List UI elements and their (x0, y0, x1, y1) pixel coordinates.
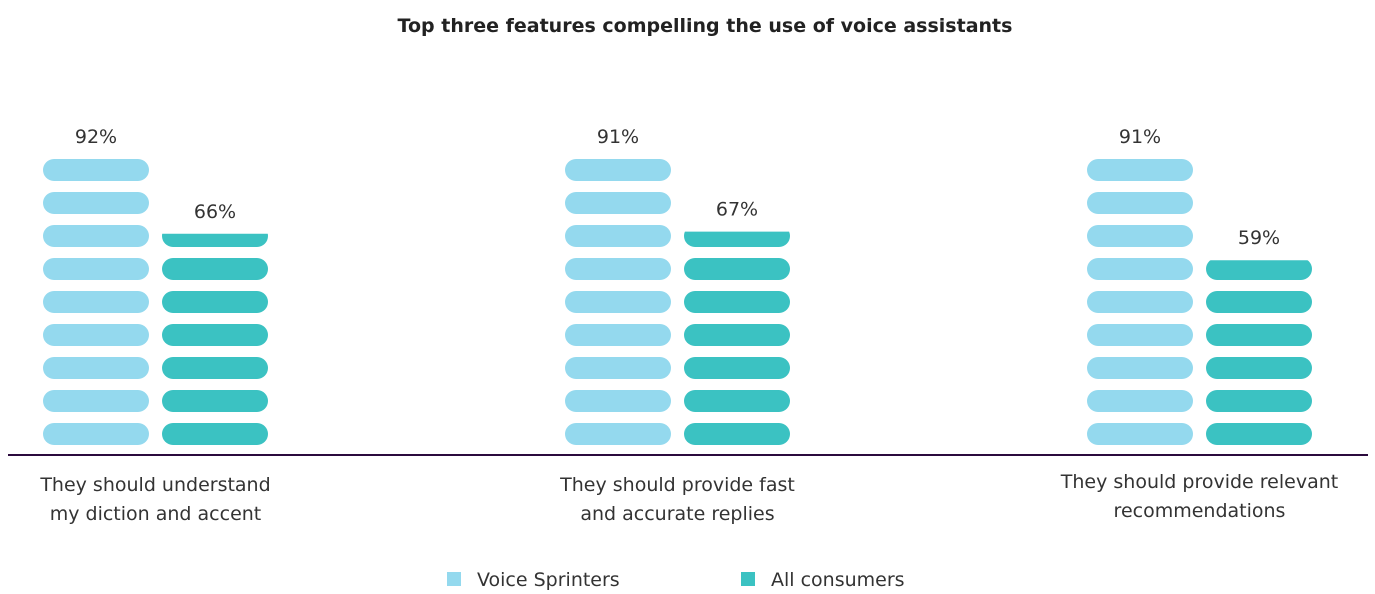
bar-all-consumers-3 (1206, 260, 1312, 445)
data-label: 67% (716, 199, 758, 221)
bar-segment (162, 233, 268, 247)
bar-segment (684, 231, 790, 247)
bar-segment (1087, 390, 1193, 412)
bar-segment (684, 423, 790, 445)
bar-segment (43, 390, 149, 412)
bars-layer (43, 159, 1312, 445)
bar-segment (43, 192, 149, 214)
bar-segment (684, 324, 790, 346)
bar-segment (684, 258, 790, 280)
bar-segment (43, 258, 149, 280)
bar-segment (684, 357, 790, 379)
bar-segment (43, 225, 149, 247)
bar-segment (1087, 192, 1193, 214)
bar-segment (565, 324, 671, 346)
category-label: They should understand my diction and acc… (39, 474, 270, 525)
bar-segment (1206, 324, 1312, 346)
bar-segment (43, 324, 149, 346)
bar-segment (43, 291, 149, 313)
data-label: 91% (597, 126, 639, 148)
bar-segment (43, 159, 149, 181)
bar-segment (162, 423, 268, 445)
bar-segment (684, 291, 790, 313)
chart-title: Top three features compelling the use of… (398, 15, 1013, 37)
bar-segment (565, 159, 671, 181)
data-label: 91% (1119, 126, 1161, 148)
bar-segment (162, 390, 268, 412)
bar-segment (1206, 291, 1312, 313)
legend-swatch (741, 572, 755, 586)
bar-segment (565, 291, 671, 313)
bar-segment (162, 357, 268, 379)
bar-segment (1087, 357, 1193, 379)
category-label: They should provide relevant recommendati… (1060, 471, 1338, 522)
bar-segment (162, 291, 268, 313)
data-label: 66% (194, 201, 236, 223)
bar-segment (43, 423, 149, 445)
category-label: They should provide fast and accurate rep… (559, 474, 795, 525)
bar-segment (684, 390, 790, 412)
bar-segment (1087, 225, 1193, 247)
legend-label: Voice Sprinters (477, 569, 620, 591)
bar-segment (1206, 390, 1312, 412)
bar-segment (1206, 260, 1312, 280)
bar-segment (1087, 324, 1193, 346)
legend-item: Voice Sprinters (447, 569, 620, 591)
legend-label: All consumers (771, 569, 905, 591)
legend-item: All consumers (741, 569, 905, 591)
bar-voice-sprinters-2 (565, 159, 671, 445)
bar-segment (565, 192, 671, 214)
bar-segment (565, 258, 671, 280)
legend: Voice Sprinters All consumers (447, 569, 905, 591)
bar-segment (43, 357, 149, 379)
bar-all-consumers-2 (684, 231, 790, 445)
legend-swatch (447, 572, 461, 586)
bar-segment (1087, 423, 1193, 445)
bar-segment (162, 258, 268, 280)
bar-all-consumers-1 (162, 233, 268, 445)
bar-segment (565, 225, 671, 247)
bar-segment (162, 324, 268, 346)
data-label: 59% (1238, 227, 1280, 249)
bar-segment (565, 357, 671, 379)
bar-segment (1087, 159, 1193, 181)
bar-segment (1206, 357, 1312, 379)
bar-segment (1087, 258, 1193, 280)
bar-segment (565, 423, 671, 445)
data-label: 92% (75, 126, 117, 148)
bar-voice-sprinters-1 (43, 159, 149, 445)
bar-segment (1087, 291, 1193, 313)
labels-layer: 92% 66% They should understand my diction a… (39, 126, 1338, 525)
bar-voice-sprinters-3 (1087, 159, 1193, 445)
bar-segment (1206, 423, 1312, 445)
bar-segment (565, 390, 671, 412)
